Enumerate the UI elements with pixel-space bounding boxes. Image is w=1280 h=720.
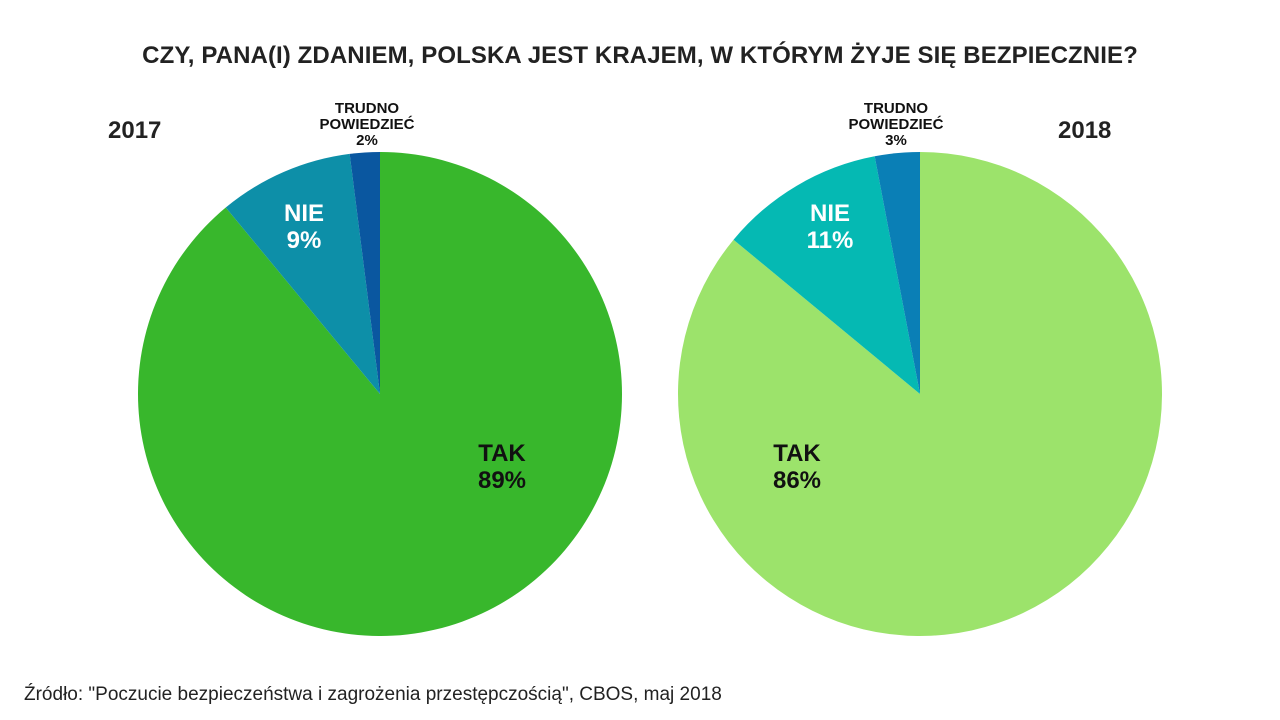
nie-name: NIE: [283, 200, 324, 227]
tak-value: 89%: [477, 467, 527, 494]
nie-label-2018: NIE 11%: [770, 200, 890, 254]
trudno-value: 2%: [356, 132, 378, 149]
trudno-value: 3%: [885, 132, 907, 149]
trudno-label-2017: TRUDNO POWIEDZIEĆ 2%: [287, 101, 447, 149]
trudno-line1: TRUDNO: [863, 100, 929, 117]
tak-label-2018: TAK 86%: [737, 440, 857, 494]
nie-value: 11%: [806, 227, 854, 254]
tak-name: TAK: [478, 440, 526, 467]
tak-label-2017: TAK 89%: [442, 440, 562, 494]
trudno-label-2018: TRUDNO POWIEDZIEĆ 3%: [816, 101, 976, 149]
trudno-line2: POWIEDZIEĆ: [319, 116, 415, 133]
pie-2017: [137, 152, 623, 636]
source-note: Źródło: "Poczucie bezpieczeństwa i zagro…: [24, 684, 722, 705]
nie-value: 9%: [286, 227, 322, 254]
slice-nie-2017: [225, 153, 380, 394]
trudno-line1: TRUDNO: [334, 100, 400, 117]
year-label-2018: 2018: [1058, 117, 1112, 144]
year-label-2017: 2017: [108, 117, 162, 144]
pie-2018: [677, 152, 1162, 637]
tak-value: 86%: [772, 467, 822, 494]
slice-trudno-2017: [349, 152, 380, 394]
slice-tak-2018: [677, 152, 1162, 637]
nie-name: NIE: [809, 200, 850, 227]
tak-name: TAK: [773, 440, 821, 467]
slice-nie-2018: [733, 156, 920, 394]
nie-label-2017: NIE 9%: [244, 200, 364, 254]
chart-title: CZY, PANA(I) ZDANIEM, POLSKA JEST KRAJEM…: [142, 42, 1138, 69]
slice-trudno-2018: [874, 152, 920, 394]
trudno-line2: POWIEDZIEĆ: [848, 116, 944, 133]
